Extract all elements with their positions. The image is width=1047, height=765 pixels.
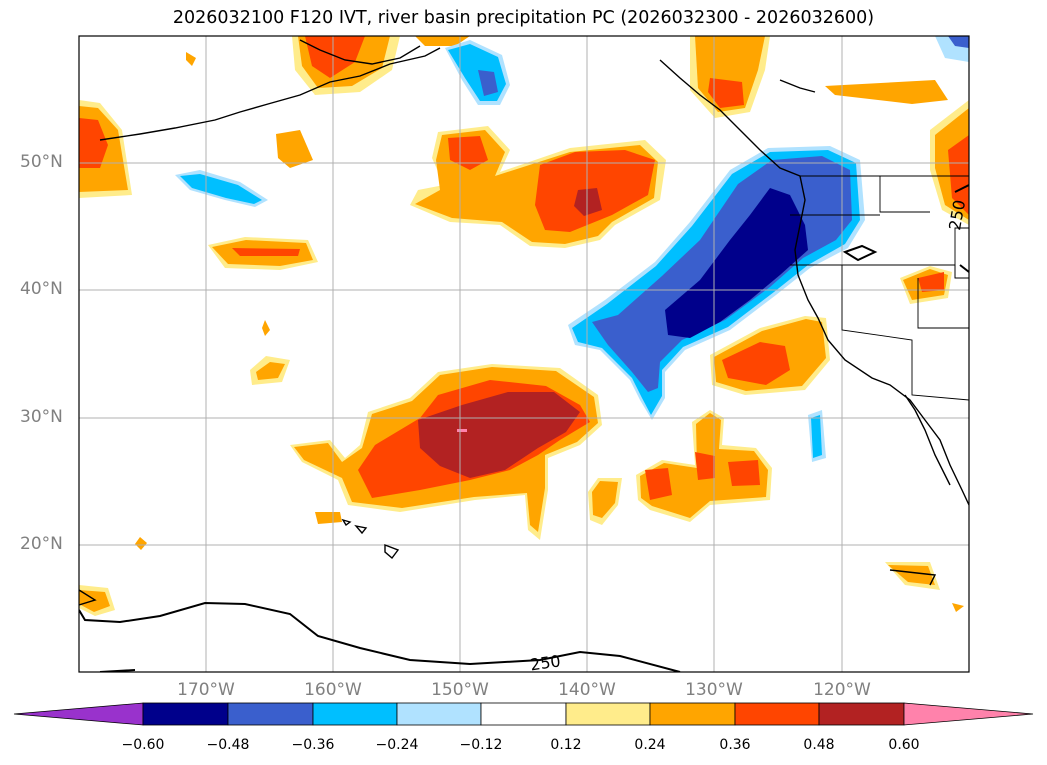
colorbar-tick: 0.60 <box>888 737 920 753</box>
colorbar-tick: −0.24 <box>375 737 419 753</box>
colorbar <box>13 702 1034 726</box>
contour-label-bottom: 250 <box>529 651 562 674</box>
lat-label-50n: 50°N <box>20 152 63 172</box>
lon-label-170w: 170°W <box>177 680 235 700</box>
colorbar-tick: −0.12 <box>459 737 503 753</box>
ivt-contours <box>79 184 969 672</box>
map-title: 2026032100 F120 IVT, river basin precipi… <box>172 8 875 28</box>
lat-label-30n: 30°N <box>20 407 63 427</box>
colorbar-bin-5 <box>480 702 567 726</box>
colorbar-tick: −0.48 <box>206 737 250 753</box>
lon-label-130w: 130°W <box>685 680 743 700</box>
negative-anomaly-shading <box>175 36 969 462</box>
political-borders <box>790 175 969 401</box>
colorbar-tick: 0.24 <box>634 737 666 753</box>
lon-label-120w: 120°W <box>813 680 871 700</box>
contour-label-right: 250 <box>945 198 969 231</box>
colorbar-bin-9 <box>818 702 905 726</box>
colorbar-tick: 0.12 <box>550 737 582 753</box>
map-gridlines <box>79 36 969 672</box>
lon-label-140w: 140°W <box>558 680 616 700</box>
colorbar-bin-1 <box>142 702 229 726</box>
colorbar-tick: 0.36 <box>719 737 751 753</box>
colorbar-bin-8 <box>734 702 820 726</box>
colorbar-extend-low <box>13 702 144 726</box>
lon-label-160w: 160°W <box>304 680 362 700</box>
colorbar-bin-4 <box>396 702 482 726</box>
lat-label-20n: 20°N <box>20 534 63 554</box>
colorbar-tick: 0.48 <box>803 737 835 753</box>
colorbar-tick: −0.60 <box>121 737 165 753</box>
lon-label-150w: 150°W <box>431 680 489 700</box>
positive-anomaly-shading <box>79 36 969 616</box>
colorbar-bin-7 <box>649 702 736 726</box>
colorbar-tick: −0.36 <box>291 737 335 753</box>
colorbar-extend-high <box>903 702 1034 726</box>
colorbar-bin-6 <box>565 702 651 726</box>
lat-label-40n: 40°N <box>20 279 63 299</box>
colorbar-bin-3 <box>312 702 398 726</box>
colorbar-bin-2 <box>227 702 314 726</box>
coastlines <box>79 39 969 606</box>
map-frame <box>78 35 970 673</box>
